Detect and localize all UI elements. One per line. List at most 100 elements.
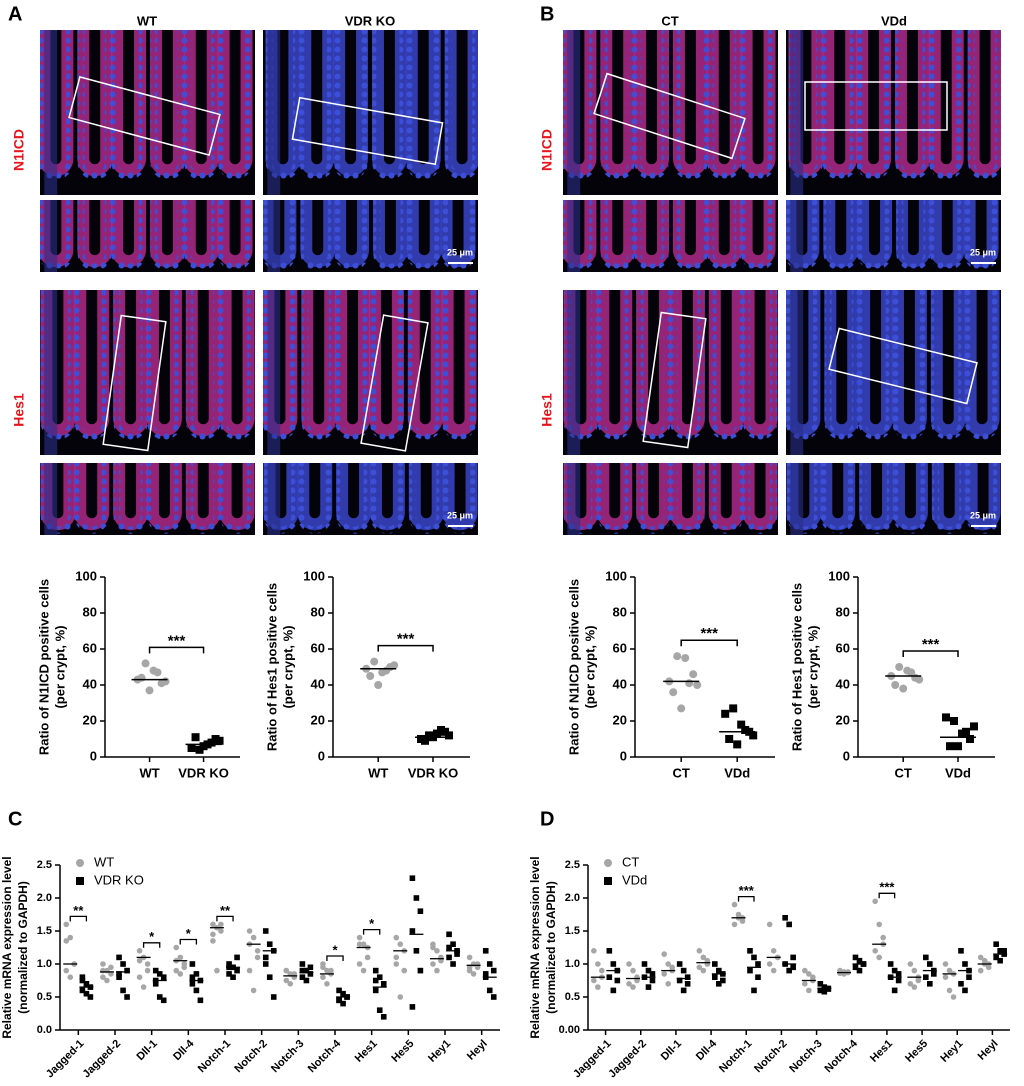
data-point: [931, 971, 937, 977]
y-axis-label: Ratio of Hes1 positive cells: [264, 583, 279, 751]
y-tick-label: 0.5: [565, 991, 580, 1003]
data-point: [721, 709, 730, 718]
data-point: [136, 974, 143, 980]
data-point: [336, 997, 342, 1004]
lamina: [44, 290, 58, 455]
lamina: [567, 290, 581, 455]
crypt-nuclei: [709, 463, 744, 534]
significance-label: ***: [739, 883, 755, 898]
crypt-nuclei: [217, 30, 253, 180]
data-point: [124, 967, 130, 974]
y-tick-label: 80: [613, 604, 627, 619]
data-point: [696, 948, 703, 954]
row-label: N1ICD: [539, 129, 555, 171]
crypt-nuclei: [857, 200, 892, 271]
y-tick-label: 1.5: [37, 925, 52, 937]
data-point: [454, 951, 460, 957]
data-point: [712, 974, 718, 980]
significance-label: *: [149, 929, 155, 944]
data-point: [482, 971, 489, 977]
data-point: [802, 967, 808, 974]
data-point: [911, 967, 918, 974]
data-point: [401, 967, 408, 974]
data-point: [962, 727, 971, 736]
crypt-nuclei: [597, 290, 632, 440]
data-point: [360, 941, 367, 947]
data-point: [802, 981, 808, 987]
zoom-box: [102, 314, 167, 452]
data-point: [927, 981, 933, 987]
row-label: Hes1: [11, 393, 27, 427]
y-axis-label: (normalized to GAPDH): [16, 881, 30, 1014]
data-point: [214, 967, 220, 974]
data-point: [747, 967, 753, 974]
data-point: [887, 961, 894, 967]
data-point: [923, 954, 929, 961]
micrograph: [786, 200, 1001, 272]
significance-bracket: [142, 942, 161, 948]
data-point: [606, 974, 613, 980]
crypt-nuclei: [217, 200, 253, 271]
x-tick-label: Notch-1: [196, 1038, 233, 1075]
data-point: [137, 673, 146, 682]
lamina: [567, 463, 581, 535]
data-point: [141, 659, 150, 668]
y-axis-label: Ratio of Hes1 positive cells: [789, 583, 804, 751]
data-point: [950, 717, 959, 725]
data-point: [610, 961, 617, 967]
data-point: [907, 961, 914, 967]
data-point: [891, 967, 898, 974]
data-point: [735, 911, 742, 918]
crypt-nuclei: [184, 200, 219, 271]
zoom-box: [642, 311, 707, 449]
x-tick-label: Hey1: [426, 1038, 453, 1065]
crypt-nuclei: [369, 290, 404, 440]
tissue: [263, 200, 476, 272]
data-point: [626, 961, 632, 967]
significance-label: ***: [168, 632, 186, 649]
tissue: [263, 290, 477, 455]
data-point: [741, 726, 750, 734]
x-tick-label: VDd: [945, 765, 971, 780]
crypt-nuclei: [408, 290, 443, 440]
crypt-nuclei: [856, 30, 891, 180]
crypt-nuclei: [964, 290, 1000, 440]
crypt-nuclei: [929, 30, 964, 180]
data-point: [614, 977, 621, 984]
data-point: [680, 967, 687, 974]
crypt-nuclei: [670, 463, 705, 534]
data-point: [966, 974, 972, 980]
x-tick-label: Jagged-2: [81, 1038, 124, 1081]
data-point: [766, 961, 773, 967]
micrograph: [263, 290, 478, 455]
y-tick-label: 0: [90, 748, 97, 763]
significance-bracket: [216, 915, 234, 922]
crypt-nuclei: [930, 200, 965, 271]
data-point: [958, 948, 964, 954]
data-point: [366, 672, 375, 680]
tissue: [786, 200, 999, 272]
data-point: [434, 948, 440, 954]
data-point: [189, 974, 196, 980]
significance-bracket: [148, 646, 205, 654]
zoom-box: [360, 314, 429, 452]
crypt-nuclei: [707, 30, 742, 180]
data-point: [891, 987, 898, 994]
data-point: [907, 981, 914, 987]
data-point: [189, 981, 196, 987]
data-point: [189, 961, 196, 967]
data-point: [966, 735, 975, 743]
significance-label: ***: [879, 880, 895, 895]
y-tick-label: 100: [828, 568, 850, 583]
data-point: [100, 974, 106, 980]
lamina: [267, 463, 281, 535]
y-axis-label: Relative mRNA expression level: [528, 856, 542, 1038]
crypt-nuclei: [823, 200, 858, 271]
x-tick-label: Hes1: [868, 1038, 895, 1065]
y-tick-label: 60: [836, 640, 850, 655]
data-point: [993, 941, 999, 947]
crypt-nuclei: [634, 200, 669, 271]
x-tick-label: Hey1: [938, 1038, 965, 1065]
significance-label: *: [332, 942, 338, 957]
data-point: [733, 740, 742, 749]
